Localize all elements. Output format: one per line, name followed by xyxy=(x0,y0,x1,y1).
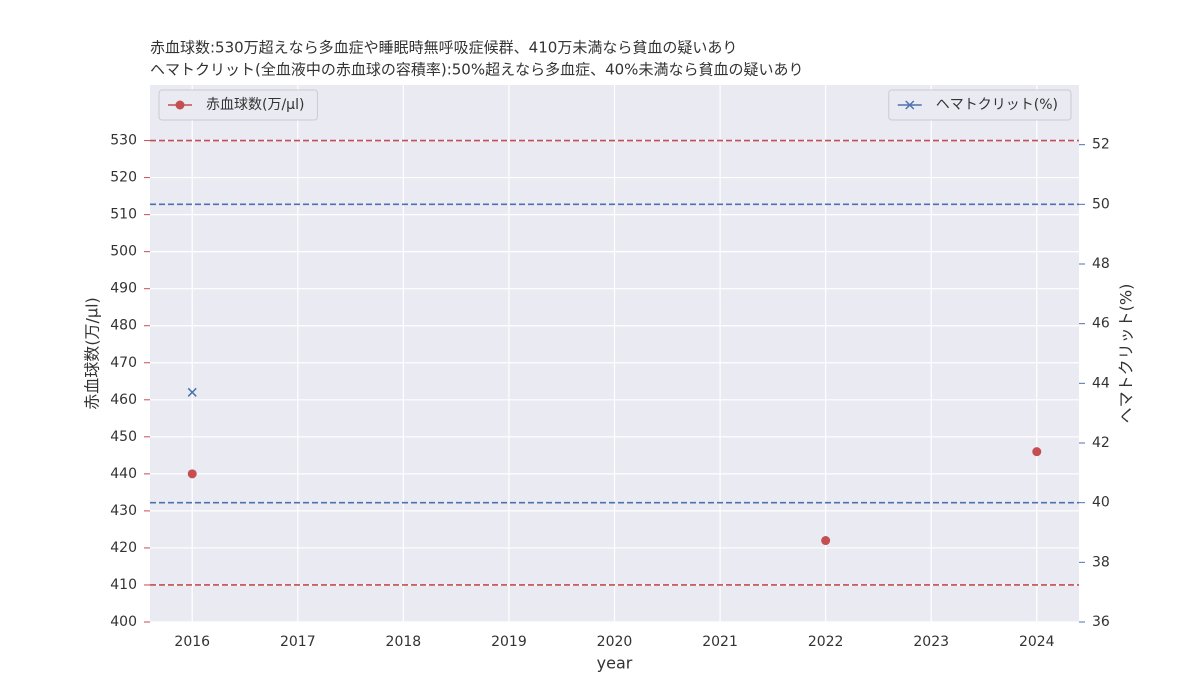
marker xyxy=(187,469,197,479)
x-tick-label: 2021 xyxy=(702,634,738,650)
y2-tick-label: 40 xyxy=(1092,495,1110,511)
y2-tick-label: 36 xyxy=(1092,614,1110,630)
marker-x xyxy=(187,387,197,397)
y-tick-label: 520 xyxy=(110,170,137,186)
y2-tick-label: 52 xyxy=(1092,137,1110,153)
y-tick-label: 440 xyxy=(110,466,137,482)
x-tick-label: 2023 xyxy=(913,634,949,650)
x-tick-label: 2017 xyxy=(280,634,316,650)
x-tick-label: 2019 xyxy=(491,634,527,650)
y2-tick-label: 48 xyxy=(1092,256,1110,272)
legend-label: 赤血球数(万/μl) xyxy=(206,97,304,113)
chart-title: ヘマトクリット(全血液中の赤血球の容積率):50%超えなら多血症、40%未満なら… xyxy=(150,61,803,79)
marker xyxy=(1032,447,1042,457)
y2-tick-label: 42 xyxy=(1092,435,1110,451)
y-tick-label: 460 xyxy=(110,392,137,408)
y-tick-label: 490 xyxy=(110,281,137,297)
y-tick-label: 470 xyxy=(110,355,137,371)
marker-x xyxy=(905,100,915,110)
x-tick-label: 2018 xyxy=(386,634,422,650)
y-axis-label: 赤血球数(万/μl) xyxy=(83,297,102,410)
x-tick-label: 2024 xyxy=(1019,634,1055,650)
legend: ヘマトクリット(%) xyxy=(888,89,1072,121)
y-tick-label: 400 xyxy=(110,614,137,630)
x-axis-label: year xyxy=(597,654,633,673)
x-tick-label: 2016 xyxy=(174,634,210,650)
legend-label: ヘマトクリット(%) xyxy=(936,97,1058,113)
y2-tick-label: 38 xyxy=(1092,554,1110,570)
x-tick-label: 2020 xyxy=(597,634,633,650)
legend-box xyxy=(888,89,1072,121)
y2-tick-label: 46 xyxy=(1092,316,1110,332)
y-tick-label: 480 xyxy=(110,318,137,334)
y-tick-label: 510 xyxy=(110,207,137,223)
chart-title: 赤血球数:530万超えなら多血症や睡眠時無呼吸症候群、410万未満なら貧血の疑い… xyxy=(150,39,737,57)
x-tick-label: 2022 xyxy=(808,634,844,650)
marker xyxy=(187,387,197,397)
y-tick-label: 420 xyxy=(110,540,137,556)
y-tick-label: 430 xyxy=(110,503,137,519)
y2-tick-label: 44 xyxy=(1092,375,1110,391)
y2-axis-label: ヘマトクリット(%) xyxy=(1117,284,1136,424)
y-tick-label: 500 xyxy=(110,244,137,260)
marker xyxy=(905,100,915,110)
y-tick-label: 450 xyxy=(110,429,137,445)
legend: 赤血球数(万/μl) xyxy=(158,89,318,121)
y-tick-label: 410 xyxy=(110,577,137,593)
marker xyxy=(175,100,185,110)
y-tick-label: 530 xyxy=(110,133,137,149)
y2-tick-label: 50 xyxy=(1092,196,1110,212)
marker xyxy=(821,536,831,546)
legend-box xyxy=(158,89,318,121)
